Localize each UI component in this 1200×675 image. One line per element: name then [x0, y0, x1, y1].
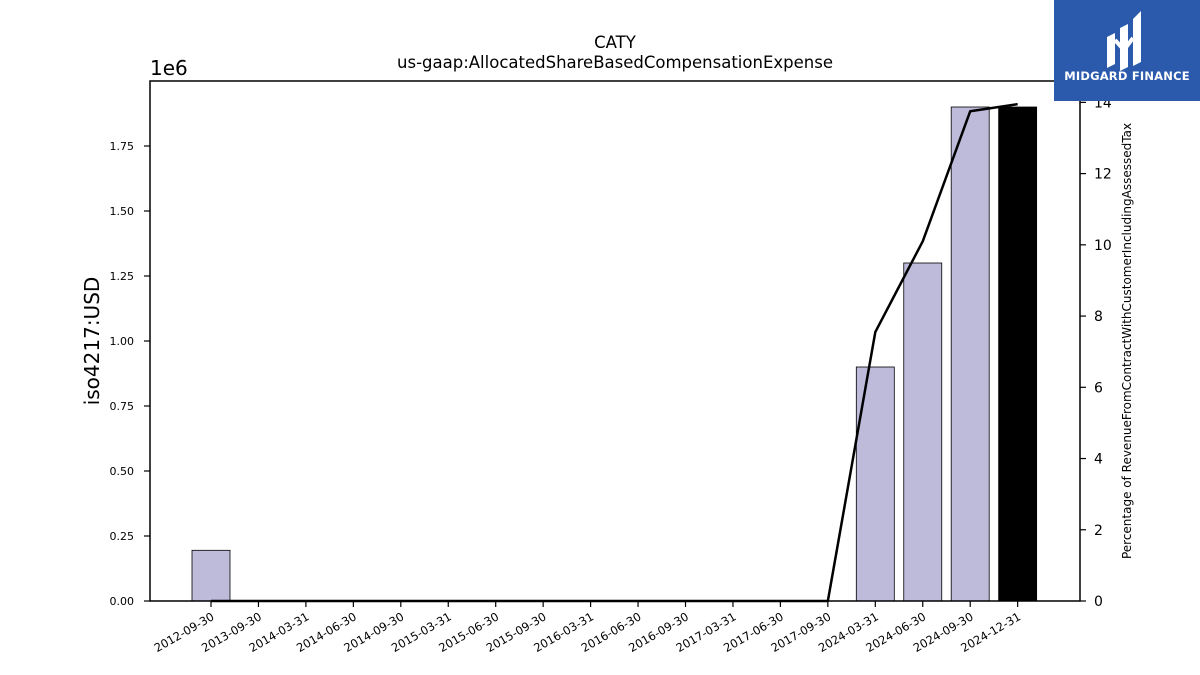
bars-group [191, 106, 1038, 602]
bar-2024-06-30 [903, 262, 943, 602]
chart-title: CATY [594, 33, 637, 52]
y-tick-label: 1.25 [110, 270, 135, 283]
y2-tick-label: 10 [1094, 238, 1112, 254]
y-tick-label: 0.75 [110, 400, 135, 413]
bar-2024-12-31 [998, 106, 1038, 602]
y-tick-label: 0.25 [110, 530, 135, 543]
chart-subtitle: us-gaap:AllocatedShareBasedCompensationE… [397, 53, 833, 72]
y2-tick-label: 0 [1094, 594, 1103, 610]
y2-tick-label: 2 [1094, 523, 1103, 539]
y-axis-label: iso4217:USD [80, 277, 104, 406]
y2-tick-label: 12 [1094, 167, 1112, 183]
y2-axis-label: Percentage of RevenueFromContractWithCus… [1120, 123, 1134, 559]
y-tick-label: 0.50 [110, 465, 135, 478]
bar-2012-09-30 [191, 549, 231, 602]
y2-tick-label: 6 [1094, 380, 1103, 396]
y-tick-label: 1.50 [110, 205, 135, 218]
y-axis: 0.00 0.25 0.50 0.75 1.00 1.25 1.50 1.75 [110, 140, 150, 608]
y-tick-label: 1.00 [110, 335, 135, 348]
brand-name: MIDGARD FINANCE [1064, 69, 1190, 83]
y2-tick-label: 4 [1094, 452, 1103, 468]
y-offset-label: 1e6 [150, 56, 188, 80]
midgard-logo-icon [1107, 11, 1141, 71]
series-line [211, 102, 1018, 603]
y-tick-label: 1.75 [110, 140, 135, 153]
x-axis: 2012-09-302013-09-302014-03-312014-06-30… [152, 601, 1023, 655]
bar-2024-09-30 [950, 106, 990, 602]
brand-logo: MIDGARD FINANCE [1054, 0, 1200, 101]
y2-tick-label: 8 [1094, 309, 1103, 325]
y-tick-label: 0.00 [110, 595, 135, 608]
